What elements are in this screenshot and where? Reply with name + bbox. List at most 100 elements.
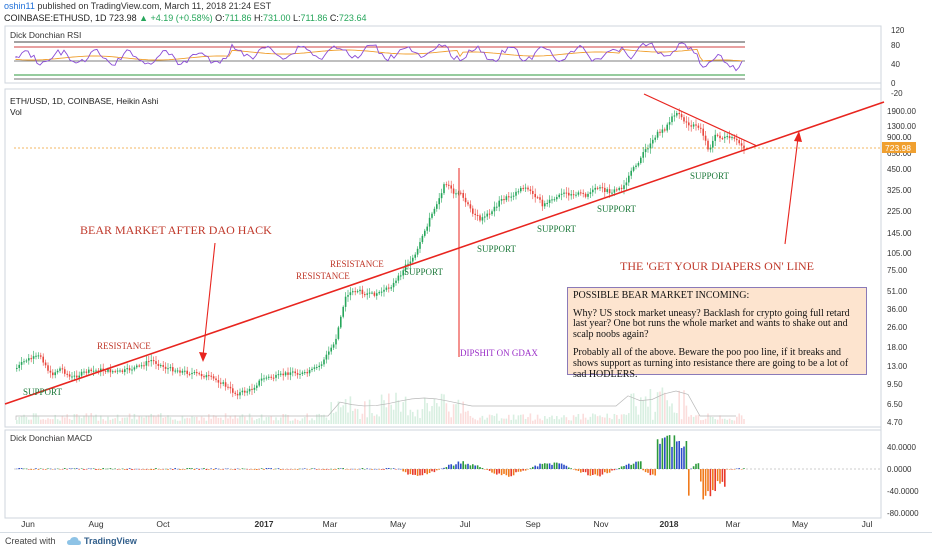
candle-body — [131, 369, 133, 371]
volume-bar — [37, 416, 40, 424]
macd-bar — [32, 469, 35, 470]
macd-bar — [673, 435, 676, 469]
candle-body — [71, 376, 73, 378]
bear-market-arrow[interactable] — [202, 242, 216, 357]
resistance-trendline[interactable] — [643, 93, 758, 147]
candle-body — [157, 363, 160, 367]
volume-bar — [724, 418, 726, 424]
time-tick-label: Jul — [460, 519, 471, 529]
macd-bar — [647, 469, 649, 473]
candle-body — [704, 135, 707, 141]
candle-body — [188, 373, 191, 375]
volume-bar — [433, 398, 436, 424]
volume-bar — [556, 416, 558, 424]
candle-body — [61, 368, 64, 370]
candle-body — [702, 128, 704, 136]
candle-body — [347, 295, 349, 297]
volume-bar — [380, 394, 383, 424]
macd-bar — [577, 469, 580, 471]
open-value: 711.86 — [224, 13, 252, 23]
candle-body — [227, 386, 229, 388]
candle-body — [544, 203, 546, 207]
candle-body — [412, 257, 414, 262]
note-box[interactable]: POSSIBLE BEAR MARKET INCOMING: Why? US s… — [567, 287, 867, 379]
volume-bar — [272, 420, 275, 424]
macd-bar — [71, 468, 73, 469]
volume-bar — [496, 413, 498, 424]
candle-body — [30, 358, 32, 360]
candle-body — [582, 192, 584, 194]
volume-bar — [251, 417, 253, 424]
macd-bar — [172, 469, 174, 470]
candle-body — [217, 380, 220, 383]
volume-bar — [109, 419, 112, 424]
volume-bar — [392, 409, 395, 424]
macd-bar — [155, 468, 157, 469]
time-tick-label: Oct — [156, 519, 170, 529]
volume-bar — [328, 420, 330, 424]
candle-body — [649, 143, 652, 149]
candle-body — [479, 215, 481, 221]
macd-bar — [599, 469, 601, 477]
candle-body — [136, 365, 138, 368]
volume-bar — [308, 420, 311, 424]
candle-body — [469, 204, 472, 209]
macd-bar — [431, 469, 433, 472]
volume-bar — [613, 413, 616, 424]
time-tick-label: May — [390, 519, 407, 529]
candle-body — [500, 199, 503, 201]
diapers-arrow[interactable] — [784, 137, 799, 245]
macd-bar — [589, 469, 592, 476]
volume-bar — [563, 415, 565, 424]
macd-bar — [397, 468, 400, 470]
volume-bar — [205, 420, 208, 424]
candle-body — [25, 360, 28, 362]
macd-bar — [236, 468, 239, 470]
macd-bar — [100, 469, 102, 470]
candle-body — [198, 373, 200, 375]
candle-body — [104, 370, 107, 372]
volume-bar — [232, 418, 234, 424]
macd-bar — [455, 464, 457, 469]
candle-body — [462, 193, 464, 198]
macd-bar — [623, 466, 625, 469]
note-title: POSSIBLE BEAR MARKET INCOMING: — [573, 290, 750, 301]
volume-bar — [224, 413, 227, 424]
macd-bar — [680, 447, 683, 469]
diapers-arrow-head-icon — [794, 131, 802, 142]
macd-bar — [222, 469, 224, 470]
support-trendline[interactable] — [4, 101, 885, 405]
volume-bar — [527, 417, 529, 424]
macd-bar — [493, 469, 496, 474]
macd-bar — [481, 467, 484, 469]
candle-body — [661, 129, 664, 133]
candle-body — [625, 182, 628, 186]
macd-bar — [692, 466, 695, 469]
volume-bar — [64, 417, 66, 424]
footer-brand[interactable]: TradingView — [84, 536, 137, 546]
macd-bar — [539, 463, 541, 469]
volume-bar — [467, 410, 469, 424]
volume-bar — [378, 416, 380, 424]
macd-bar — [496, 469, 498, 475]
author-name[interactable]: oshin11 — [4, 1, 35, 11]
macd-bar — [16, 468, 18, 470]
change-arrow-icon: ▲ — [139, 13, 149, 23]
resistance-label-1: RESISTANCE — [97, 341, 151, 351]
chart-canvas[interactable]: Dick Donchian RSI 120 80 40 0-20 ETH/USD, 1… — [0, 0, 932, 532]
volume-bar — [56, 419, 59, 424]
candle-body — [344, 296, 347, 307]
volume-bar — [325, 417, 328, 424]
macd-bar — [532, 466, 534, 469]
macd-bar — [635, 461, 637, 469]
candle-body — [376, 293, 378, 296]
candle-body — [354, 291, 356, 293]
macd-bar — [392, 468, 395, 469]
candle-body — [280, 373, 282, 375]
candle-body — [35, 355, 37, 357]
macd-bar — [556, 462, 558, 469]
volume-bar — [601, 417, 604, 424]
candle-body — [700, 127, 702, 129]
volume-bar — [726, 419, 728, 424]
price-tick-label: 18.00 — [887, 343, 908, 352]
